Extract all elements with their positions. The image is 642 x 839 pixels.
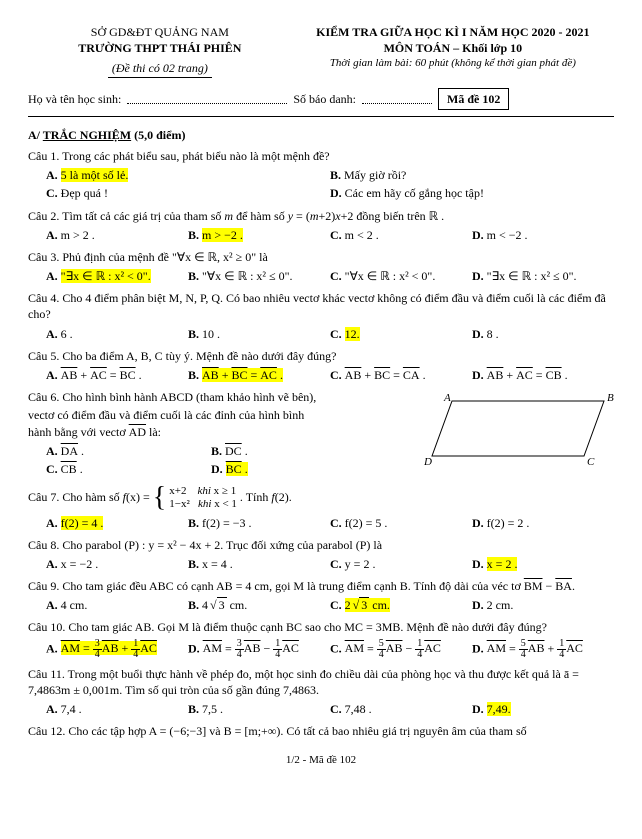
id-dots	[362, 94, 432, 104]
q11-c: C. 7,48 .	[330, 700, 472, 718]
q10-stem: Câu 10. Cho tam giác AB. Gọi M là điểm t…	[28, 619, 614, 635]
school: TRƯỜNG THPT THÁI PHIÊN	[28, 40, 292, 56]
q9-opts: A. 4 cm. B. 43 cm. C. 23 cm. D. 2 cm.	[46, 596, 614, 614]
svg-text:B: B	[607, 392, 614, 404]
q6-block: A B C D Câu 6. Cho hình bình hành ABCD (…	[28, 389, 614, 478]
separator	[28, 116, 614, 117]
q2-stem: Câu 2. Tìm tất cả các giá trị của tham s…	[28, 208, 614, 224]
q4-stem: Câu 4. Cho 4 điểm phân biệt M, N, P, Q. …	[28, 290, 614, 322]
q8-opts: A. x = −2 . B. x = 4 . C. y = 2 . D. x =…	[46, 555, 614, 573]
q5-opts: A. AB + AC = BC . B. AB + BC = AC . C. A…	[46, 366, 614, 384]
q10-c: C. AM = 54AB − 14AC	[330, 638, 472, 661]
q9-stem: Câu 9. Cho tam giác đều ABC có cạnh AB =…	[28, 578, 614, 594]
q5-c: C. AB + BC = CA .	[330, 366, 472, 384]
pages: (Đề thi có 02 trang)	[108, 60, 212, 77]
exam-code: Mã đề 102	[438, 88, 509, 110]
q3-d: D. "∃x ∈ ℝ : x² ≤ 0".	[472, 267, 614, 285]
q3-c: C. "∀x ∈ ℝ : x² < 0".	[330, 267, 472, 285]
q11-stem: Câu 11. Trong một buổi thực hành về phép…	[28, 666, 614, 698]
parallelogram-figure: A B C D	[424, 391, 614, 471]
q2-c: C. m < 2 .	[330, 226, 472, 244]
q3-a: A. "∃x ∈ ℝ : x² < 0".	[46, 267, 188, 285]
q6-b: B. DC .	[211, 442, 376, 460]
q3-b: B. "∀x ∈ ℝ : x² ≤ 0".	[188, 267, 330, 285]
q11-d: D. 7,49.	[472, 700, 614, 718]
q8-a: A. x = −2 .	[46, 555, 188, 573]
q8-b: B. x = 4 .	[188, 555, 330, 573]
q6-a: A. DA .	[46, 442, 211, 460]
exam-title: KIỂM TRA GIỮA HỌC KÌ I NĂM HỌC 2020 - 20…	[292, 24, 614, 40]
pages-wrap: (Đề thi có 02 trang)	[28, 60, 292, 77]
duration: Thời gian làm bài: 60 phút (không kể thờ…	[292, 56, 614, 71]
q1-a: A. 5 là một số lẻ.	[46, 166, 330, 184]
q7-b: B. f(2) = −3 .	[188, 514, 330, 532]
q6-d: D. BC .	[211, 460, 376, 478]
q1-b: B. Mấy giờ rồi?	[330, 166, 614, 184]
q6-c: C. CB .	[46, 460, 211, 478]
q11-opts: A. 7,4 . B. 7,5 . C. 7,48 . D. 7,49.	[46, 700, 614, 718]
q4-d: D. 8 .	[472, 325, 614, 343]
q5-stem: Câu 5. Cho ba điểm A, B, C tùy ý. Mệnh đ…	[28, 348, 614, 364]
q4-a: A. 6 .	[46, 325, 188, 343]
q7-c: C. f(2) = 5 .	[330, 514, 472, 532]
q4-opts: A. 6 . B. 10 . C. 12. D. 8 .	[46, 325, 614, 343]
q2-b: B. m > −2 .	[188, 226, 330, 244]
svg-text:D: D	[424, 456, 432, 468]
q11-b: B. 7,5 .	[188, 700, 330, 718]
q9-d: D. 2 cm.	[472, 596, 614, 614]
q9-a: A. 4 cm.	[46, 596, 188, 614]
q4-b: B. 10 .	[188, 325, 330, 343]
q1-c: C. Đẹp quá !	[46, 184, 330, 202]
student-label: Họ và tên học sinh:	[28, 91, 121, 107]
q7-opts: A. f(2) = 4 . B. f(2) = −3 . C. f(2) = 5…	[46, 514, 614, 532]
q7-a: A. f(2) = 4 .	[46, 514, 188, 532]
q1-d: D. Các em hãy cố gắng học tập!	[330, 184, 614, 202]
q10-d: D. AM = 54AB + 14AC	[472, 638, 614, 661]
q10-a: A. AM = 34AB + 14AC	[46, 638, 188, 661]
q5-a: A. AB + AC = BC .	[46, 366, 188, 384]
q12-stem: Câu 12. Cho các tập hợp A = (−6;−3] và B…	[28, 723, 614, 739]
header-right: KIỂM TRA GIỮA HỌC KÌ I NĂM HỌC 2020 - 20…	[292, 24, 614, 78]
q6-opts: A. DA . B. DC . C. CB . D. BC .	[46, 442, 376, 478]
student-dots	[127, 94, 287, 104]
q3-stem: Câu 3. Phủ định của mệnh đề "∀x ∈ ℝ, x² …	[28, 249, 614, 265]
svg-text:A: A	[443, 392, 451, 404]
page-footer: 1/2 - Mã đề 102	[28, 753, 614, 768]
q1-opts: A. 5 là một số lẻ. B. Mấy giờ rồi? C. Đẹ…	[46, 166, 614, 202]
q8-c: C. y = 2 .	[330, 555, 472, 573]
q7-d: D. f(2) = 2 .	[472, 514, 614, 532]
q4-c: C. 12.	[330, 325, 472, 343]
q10-b: D. AM = 34AB − 14AC	[188, 638, 330, 661]
q2-opts: A. m > 2 . B. m > −2 . C. m < 2 . D. m <…	[46, 226, 614, 244]
q8-stem: Câu 8. Cho parabol (P) : y = x² − 4x + 2…	[28, 537, 614, 553]
dept: SỞ GD&ĐT QUẢNG NAM	[28, 24, 292, 40]
id-label: Số báo danh:	[293, 91, 356, 107]
q11-a: A. 7,4 .	[46, 700, 188, 718]
q2-d: D. m < −2 .	[472, 226, 614, 244]
q7-stem: Câu 7. Cho hàm số f(x) = { x+2 khi x ≥ 1…	[28, 485, 614, 511]
q2-a: A. m > 2 .	[46, 226, 188, 244]
header-left: SỞ GD&ĐT QUẢNG NAM TRƯỜNG THPT THÁI PHIÊ…	[28, 24, 292, 78]
q9-c: C. 23 cm.	[330, 596, 472, 614]
student-row: Họ và tên học sinh: Số báo danh: Mã đề 1…	[28, 88, 614, 110]
subject: MÔN TOÁN – Khối lớp 10	[292, 40, 614, 56]
q9-b: B. 43 cm.	[188, 596, 330, 614]
section-title: A/ TRẮC NGHIỆM (5,0 điểm)	[28, 127, 614, 143]
q5-d: D. AB + AC = CB .	[472, 366, 614, 384]
page-header: SỞ GD&ĐT QUẢNG NAM TRƯỜNG THPT THÁI PHIÊ…	[28, 24, 614, 78]
svg-text:C: C	[587, 456, 595, 468]
q8-d: D. x = 2 .	[472, 555, 614, 573]
q1-stem: Câu 1. Trong các phát biểu sau, phát biể…	[28, 148, 614, 164]
q5-b: B. AB + BC = AC .	[188, 366, 330, 384]
q3-opts: A. "∃x ∈ ℝ : x² < 0". B. "∀x ∈ ℝ : x² ≤ …	[46, 267, 614, 285]
q10-opts: A. AM = 34AB + 14AC D. AM = 34AB − 14AC …	[46, 638, 614, 661]
